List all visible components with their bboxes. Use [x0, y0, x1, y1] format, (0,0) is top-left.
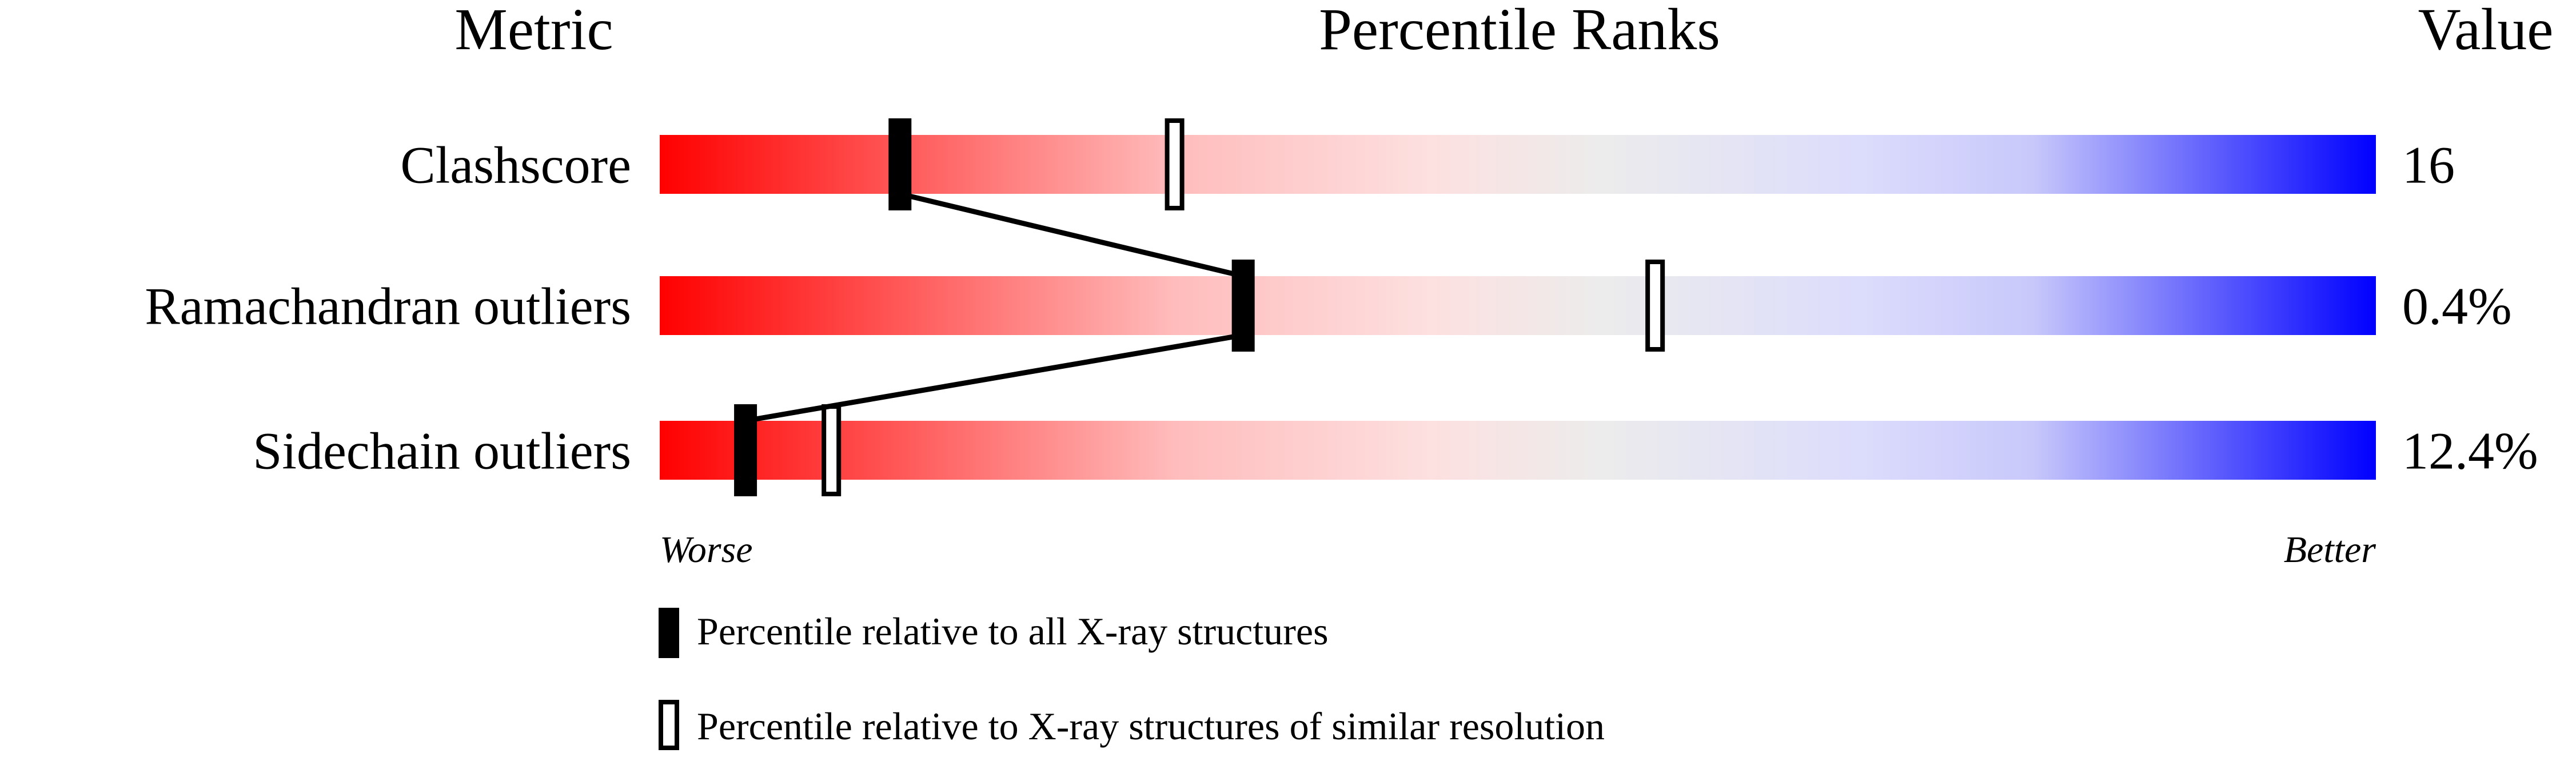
- marker-all-structures: [734, 404, 757, 496]
- metric-label: Ramachandran outliers: [145, 277, 631, 336]
- marker-similar-resolution: [822, 404, 842, 496]
- header-value: Value: [2418, 0, 2554, 62]
- metric-label: Sidechain outliers: [253, 422, 631, 480]
- connector-line: [745, 332, 1244, 424]
- percentile-bar: [660, 276, 2376, 335]
- connector-line: [899, 191, 1244, 279]
- axis-better-label: Better: [2284, 529, 2376, 571]
- marker-similar-resolution: [1645, 260, 1665, 352]
- chart-title: Percentile Ranks: [1319, 0, 1720, 62]
- legend-filled-marker: [659, 608, 679, 658]
- marker-all-structures: [1231, 260, 1255, 352]
- metric-value: 12.4%: [2402, 422, 2538, 480]
- marker-similar-resolution: [1165, 118, 1185, 210]
- axis-worse-label: Worse: [660, 529, 753, 571]
- header-metric: Metric: [454, 0, 613, 62]
- percentile-bar: [660, 421, 2376, 480]
- legend-open-label: Percentile relative to X-ray structures …: [697, 704, 1605, 748]
- metric-value: 16: [2402, 136, 2455, 194]
- percentile-bar: [660, 135, 2376, 194]
- metric-value: 0.4%: [2402, 277, 2512, 336]
- metric-label: Clashscore: [400, 136, 631, 194]
- legend-open-marker: [659, 700, 679, 750]
- legend-filled-label: Percentile relative to all X-ray structu…: [697, 609, 1329, 653]
- marker-all-structures: [888, 118, 912, 210]
